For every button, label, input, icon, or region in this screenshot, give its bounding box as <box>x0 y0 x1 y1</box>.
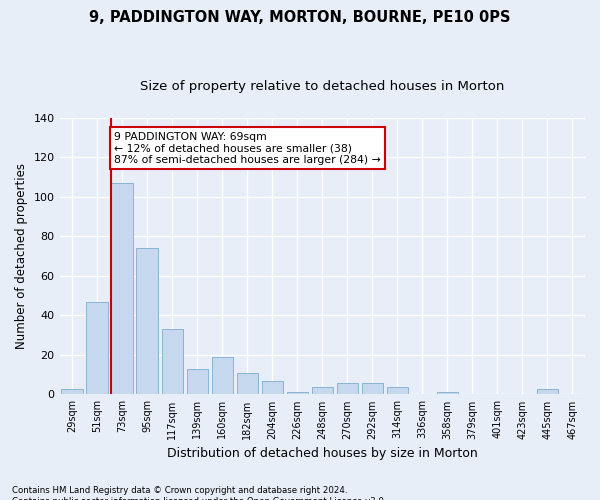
Text: 9 PADDINGTON WAY: 69sqm
← 12% of detached houses are smaller (38)
87% of semi-de: 9 PADDINGTON WAY: 69sqm ← 12% of detache… <box>114 132 381 165</box>
Y-axis label: Number of detached properties: Number of detached properties <box>15 163 28 349</box>
Bar <box>61 388 83 394</box>
Text: Contains public sector information licensed under the Open Government Licence v3: Contains public sector information licen… <box>12 498 386 500</box>
Title: Size of property relative to detached houses in Morton: Size of property relative to detached ho… <box>140 80 505 93</box>
Bar <box>136 248 158 394</box>
Bar <box>187 368 208 394</box>
Text: Contains HM Land Registry data © Crown copyright and database right 2024.: Contains HM Land Registry data © Crown c… <box>12 486 347 495</box>
X-axis label: Distribution of detached houses by size in Morton: Distribution of detached houses by size … <box>167 447 478 460</box>
Bar <box>212 357 233 395</box>
Bar <box>387 386 408 394</box>
Bar <box>236 372 258 394</box>
Bar <box>112 183 133 394</box>
Bar <box>311 386 333 394</box>
Text: 9, PADDINGTON WAY, MORTON, BOURNE, PE10 0PS: 9, PADDINGTON WAY, MORTON, BOURNE, PE10 … <box>89 10 511 25</box>
Bar <box>362 382 383 394</box>
Bar <box>537 388 558 394</box>
Bar <box>161 329 183 394</box>
Bar <box>86 302 108 394</box>
Bar <box>262 380 283 394</box>
Bar <box>337 382 358 394</box>
Bar <box>437 392 458 394</box>
Bar <box>287 392 308 394</box>
